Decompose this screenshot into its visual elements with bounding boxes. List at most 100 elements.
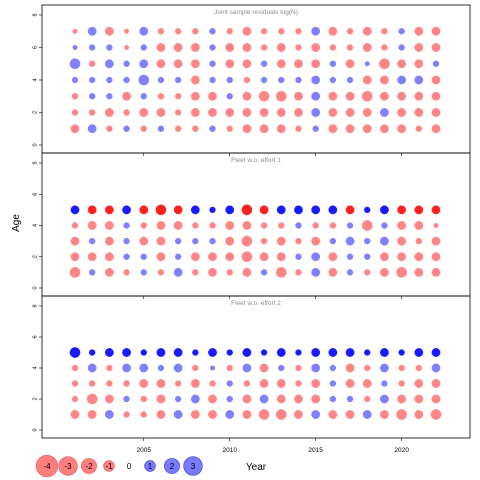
- residual-bubble: [242, 59, 252, 69]
- residual-bubble: [86, 393, 98, 405]
- y-tick-label: 2: [32, 397, 38, 400]
- residual-bubble: [278, 222, 285, 229]
- residual-bubble: [396, 267, 407, 278]
- y-tick-label: 0: [32, 428, 38, 431]
- residual-bubble: [380, 394, 389, 404]
- residual-bubble: [260, 44, 268, 51]
- residual-bubble: [208, 394, 217, 404]
- residual-bubble: [380, 205, 389, 215]
- residual-bubble: [89, 237, 96, 245]
- residual-bubble: [123, 411, 130, 418]
- residual-bubble: [311, 236, 321, 246]
- residual-bubble: [139, 236, 149, 246]
- residual-bubble: [311, 410, 321, 419]
- residual-bubble: [89, 349, 96, 356]
- residual-bubble: [104, 221, 114, 230]
- residual-bubble: [295, 237, 302, 245]
- residual-bubble: [242, 108, 252, 117]
- residual-bubble: [192, 349, 199, 356]
- residual-bubble: [276, 394, 286, 404]
- panel-title: Fleet w.o. effort 2: [231, 300, 281, 307]
- residual-bubble: [156, 221, 166, 230]
- residual-bubble: [104, 252, 114, 262]
- residual-bubble: [258, 90, 270, 102]
- residual-bubble: [431, 363, 441, 373]
- residual-bubble: [431, 75, 441, 85]
- residual-bubble: [208, 267, 217, 277]
- residual-bubble: [380, 267, 389, 277]
- residual-bubble: [295, 222, 302, 229]
- residual-bubble: [174, 28, 182, 35]
- residual-bubble: [329, 395, 337, 403]
- legend-bubble: [81, 458, 97, 474]
- residual-bubble: [104, 108, 114, 117]
- residual-bubble: [345, 236, 355, 246]
- legend-bubble: [164, 458, 180, 474]
- residual-bubble: [122, 363, 131, 373]
- residual-bubble: [311, 59, 321, 69]
- residual-bubble: [397, 221, 407, 230]
- residual-bubble: [380, 363, 389, 373]
- y-tick-label: 6: [32, 46, 38, 49]
- residual-bubble: [225, 236, 235, 246]
- residual-bubble: [157, 76, 165, 84]
- residual-bubble: [173, 43, 183, 52]
- residual-bubble: [414, 59, 424, 69]
- residual-bubble: [430, 409, 442, 420]
- residual-bubble: [295, 125, 302, 132]
- residual-bubble: [364, 61, 370, 67]
- residual-bubble: [295, 28, 302, 35]
- residual-bubble: [241, 251, 253, 263]
- legend-label: -4: [43, 462, 51, 471]
- residual-bubble: [69, 347, 81, 358]
- residual-bubble: [226, 349, 233, 356]
- residual-bubble: [139, 379, 149, 388]
- residual-bubble: [192, 222, 199, 229]
- residual-bubble: [380, 108, 389, 117]
- residual-bubble: [398, 380, 405, 387]
- residual-bubble: [362, 75, 372, 85]
- residual-bubble: [414, 26, 424, 36]
- residual-bubble: [276, 124, 286, 134]
- residual-bubble: [260, 60, 268, 67]
- residual-bubble: [106, 380, 113, 387]
- residual-bubble: [311, 379, 321, 388]
- residual-bubble: [295, 380, 302, 387]
- residual-bubble: [123, 253, 130, 260]
- residual-bubble: [362, 43, 372, 52]
- residual-bubble: [345, 108, 355, 117]
- residual-bubble: [123, 269, 130, 276]
- residual-bubble: [362, 124, 372, 134]
- legend-label: 0: [127, 462, 132, 471]
- residual-bubble: [329, 44, 337, 51]
- residual-bubble: [278, 76, 285, 84]
- residual-bubble: [156, 43, 166, 52]
- residual-bubble: [278, 28, 285, 35]
- residual-bubble: [174, 395, 182, 403]
- residual-bubble: [346, 28, 354, 35]
- residual-bubble: [364, 206, 371, 214]
- residual-bubble: [190, 91, 200, 101]
- residual-bubble: [259, 205, 269, 215]
- residual-bubble: [396, 409, 407, 420]
- residual-bubble: [295, 253, 302, 260]
- residual-bubble: [124, 44, 130, 51]
- residual-bubble: [294, 205, 303, 215]
- residual-bubble: [276, 59, 286, 69]
- y-tick-label: 8: [32, 304, 38, 307]
- legend-label: 1: [148, 462, 153, 471]
- residual-bubble: [89, 44, 96, 51]
- residual-bubble: [328, 410, 338, 419]
- residual-bubble: [157, 93, 165, 100]
- residual-bubble: [157, 28, 165, 35]
- legend-bubble: [103, 460, 115, 472]
- residual-bubble: [208, 91, 217, 101]
- residual-bubble: [242, 394, 252, 404]
- residual-bubble: [329, 364, 337, 372]
- residual-bubble: [140, 44, 147, 51]
- residual-bubble: [71, 395, 79, 403]
- residual-bubble: [259, 124, 269, 134]
- residual-bubble: [364, 349, 371, 356]
- residual-bubble: [294, 410, 303, 419]
